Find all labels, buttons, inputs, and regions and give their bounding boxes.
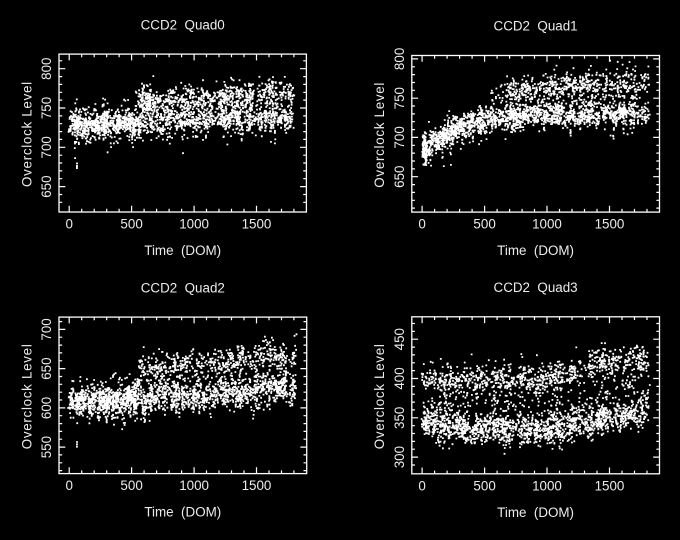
svg-text:1000: 1000: [532, 217, 562, 232]
svg-text:1500: 1500: [242, 478, 272, 493]
svg-text:700: 700: [39, 136, 54, 158]
svg-text:600: 600: [39, 397, 54, 419]
svg-text:1000: 1000: [532, 478, 562, 493]
svg-text:500: 500: [120, 217, 142, 232]
svg-text:500: 500: [473, 217, 495, 232]
svg-text:0: 0: [418, 478, 425, 493]
svg-text:Overclock Level: Overclock Level: [372, 343, 387, 449]
svg-text:400: 400: [392, 367, 407, 389]
svg-text:Overclock Level: Overclock Level: [19, 81, 34, 187]
svg-text:Time (DOM): Time (DOM): [144, 243, 221, 258]
svg-text:750: 750: [392, 87, 407, 109]
svg-text:Overclock Level: Overclock Level: [372, 82, 387, 188]
svg-text:500: 500: [473, 478, 495, 493]
svg-text:1000: 1000: [179, 217, 209, 232]
svg-text:800: 800: [392, 48, 407, 70]
svg-text:1500: 1500: [242, 217, 272, 232]
svg-text:0: 0: [418, 217, 425, 232]
svg-text:450: 450: [392, 328, 407, 350]
svg-text:800: 800: [39, 58, 54, 80]
svg-text:CCD2 Quad2: CCD2 Quad2: [141, 280, 225, 295]
svg-text:1000: 1000: [179, 478, 209, 493]
svg-text:CCD2 Quad3: CCD2 Quad3: [494, 280, 578, 295]
svg-text:500: 500: [120, 478, 142, 493]
svg-text:Time (DOM): Time (DOM): [497, 505, 574, 520]
svg-text:Time (DOM): Time (DOM): [144, 505, 221, 520]
svg-text:650: 650: [39, 175, 54, 197]
svg-text:CCD2 Quad0: CCD2 Quad0: [141, 17, 225, 32]
svg-text:700: 700: [39, 318, 54, 340]
svg-text:650: 650: [39, 357, 54, 379]
svg-text:0: 0: [65, 478, 72, 493]
svg-text:350: 350: [392, 407, 407, 429]
svg-text:300: 300: [392, 446, 407, 468]
svg-text:CCD2 Quad1: CCD2 Quad1: [494, 19, 578, 34]
svg-text:750: 750: [39, 97, 54, 119]
svg-text:1500: 1500: [595, 478, 625, 493]
svg-text:550: 550: [39, 436, 54, 458]
svg-text:700: 700: [392, 126, 407, 148]
svg-text:Time (DOM): Time (DOM): [497, 243, 574, 258]
svg-text:1500: 1500: [595, 217, 625, 232]
svg-text:650: 650: [392, 166, 407, 188]
svg-text:0: 0: [65, 217, 72, 232]
svg-text:Overclock Level: Overclock Level: [19, 344, 34, 450]
